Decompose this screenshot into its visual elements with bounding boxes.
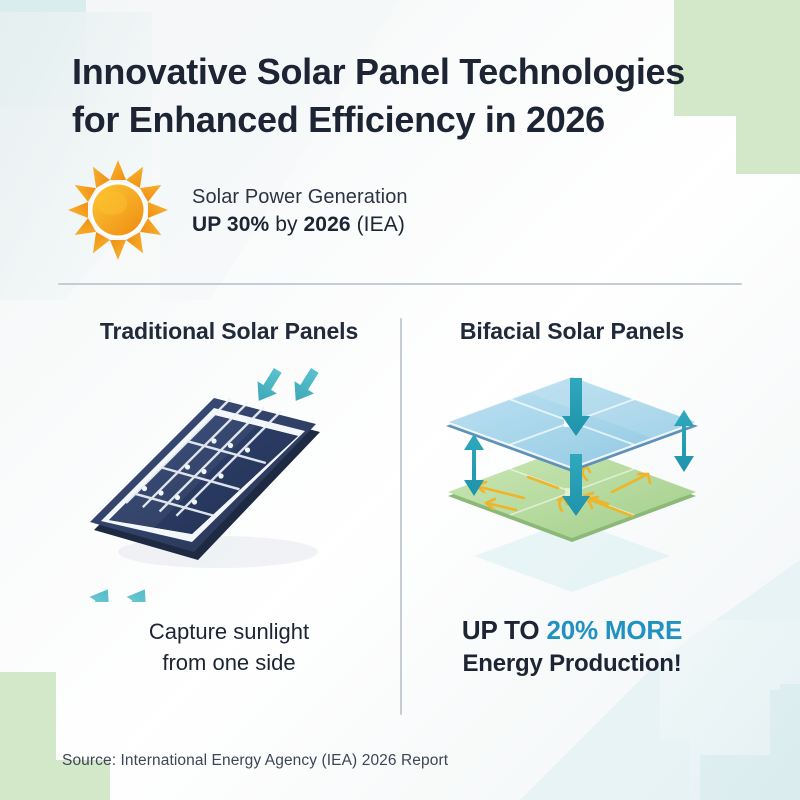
- page-title: Innovative Solar Panel Technologies for …: [72, 51, 685, 140]
- reflected-light-arrows: [84, 589, 147, 623]
- column-traditional: Traditional Solar Panels: [58, 318, 400, 675]
- traditional-heading: Traditional Solar Panels: [99, 318, 359, 344]
- bifacial-caption-headline: UP TO 20% MORE: [402, 613, 742, 648]
- stat-agency: (IEA): [350, 212, 405, 236]
- solar-stat-row: Solar Power Generation UP 30% by 2026 (I…: [66, 158, 408, 262]
- stat-up-value: UP 30%: [192, 212, 270, 236]
- sun-icon: [66, 158, 170, 262]
- traditional-panel-illustration: [68, 362, 388, 623]
- horizontal-divider: [58, 283, 742, 285]
- vertical-divider: [400, 318, 402, 715]
- bifacial-panel-illustration: [412, 370, 732, 600]
- bifacial-caption-prefix: UP TO: [461, 615, 547, 645]
- incident-light-arrows: [257, 368, 319, 401]
- stat-by-word: by: [269, 212, 304, 236]
- stat-year: 2026: [303, 212, 351, 236]
- bifacial-caption: UP TO 20% MORE Energy Production!: [402, 613, 742, 680]
- bidirectional-light-arrows: [464, 378, 694, 516]
- bifacial-caption-sub: Energy Production!: [462, 650, 682, 678]
- bifacial-heading: Bifacial Solar Panels: [459, 318, 685, 344]
- stat-text-block: Solar Power Generation UP 30% by 2026 (I…: [192, 184, 408, 237]
- traditional-caption: Capture sunlight from one side: [148, 619, 310, 676]
- stat-value-line: UP 30% by 2026 (IEA): [192, 213, 408, 237]
- stat-label: Solar Power Generation: [192, 185, 408, 208]
- column-bifacial: Bifacial Solar Panels: [402, 318, 742, 677]
- source-note: Source: International Energy Agency (IEA…: [62, 752, 449, 769]
- bifacial-caption-highlight: 20% MORE: [546, 615, 683, 645]
